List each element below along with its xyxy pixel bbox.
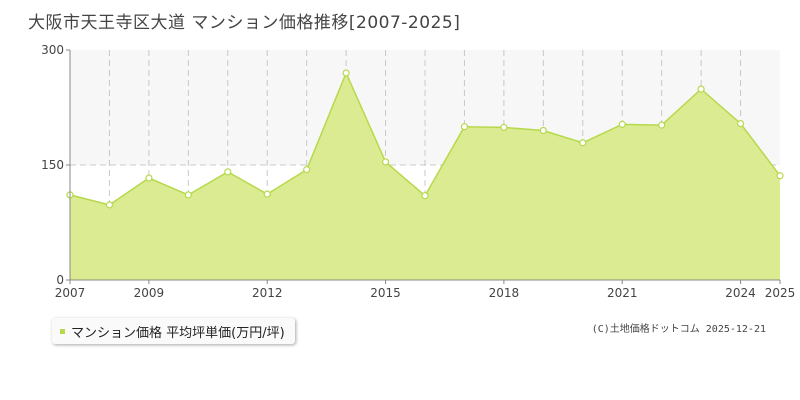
- data-point-2023: [697, 85, 705, 93]
- y-axis-ticks: 0 150 300: [41, 43, 70, 287]
- data-point-2014: [342, 69, 350, 77]
- data-point-2008: [105, 201, 114, 209]
- data-point-2010: [184, 191, 192, 199]
- copyright-credit: (C)土地価格ドットコム 2025-12-21: [591, 324, 766, 335]
- legend-swatch: [60, 328, 65, 334]
- data-point-2022: [658, 121, 666, 129]
- x-axis-ticks: 2007 2009 2012 2015 2018 2021 2024 2025: [55, 280, 796, 300]
- data-point-2012: [263, 190, 271, 198]
- data-points: [66, 69, 784, 209]
- data-point-2013: [303, 166, 311, 174]
- data-point-2020: [579, 139, 587, 147]
- x-tick-label: 2025: [765, 286, 796, 300]
- data-point-2018: [500, 123, 508, 132]
- data-point-2021: [618, 120, 626, 128]
- series-area: [70, 73, 780, 280]
- data-point-2015: [381, 158, 390, 166]
- data-point-2019: [539, 126, 547, 135]
- x-tick-label: 2021: [607, 286, 638, 300]
- data-point-2025: [776, 172, 784, 180]
- x-tick-label: 2009: [134, 286, 165, 300]
- x-tick-label: 2018: [489, 286, 520, 300]
- data-point-2011: [224, 168, 232, 176]
- x-tick-label: 2015: [370, 286, 401, 300]
- data-point-2017: [460, 123, 469, 131]
- chart-title: 大阪市天王寺区大道 マンション価格推移[2007-2025]: [28, 13, 461, 33]
- data-point-2016: [421, 192, 429, 200]
- x-tick-label: 2024: [725, 286, 756, 300]
- y-tick-label: 0: [56, 273, 64, 287]
- y-tick-label: 150: [41, 158, 64, 172]
- data-point-2009: [145, 174, 153, 182]
- y-tick-label: 300: [41, 43, 64, 57]
- x-tick-label: 2012: [252, 286, 283, 300]
- legend: マンション価格 平均坪単価(万円/坪): [52, 318, 295, 344]
- legend-label: マンション価格 平均坪単価(万円/坪): [71, 325, 285, 341]
- data-point-2024: [736, 119, 745, 128]
- x-tick-label: 2007: [55, 286, 86, 300]
